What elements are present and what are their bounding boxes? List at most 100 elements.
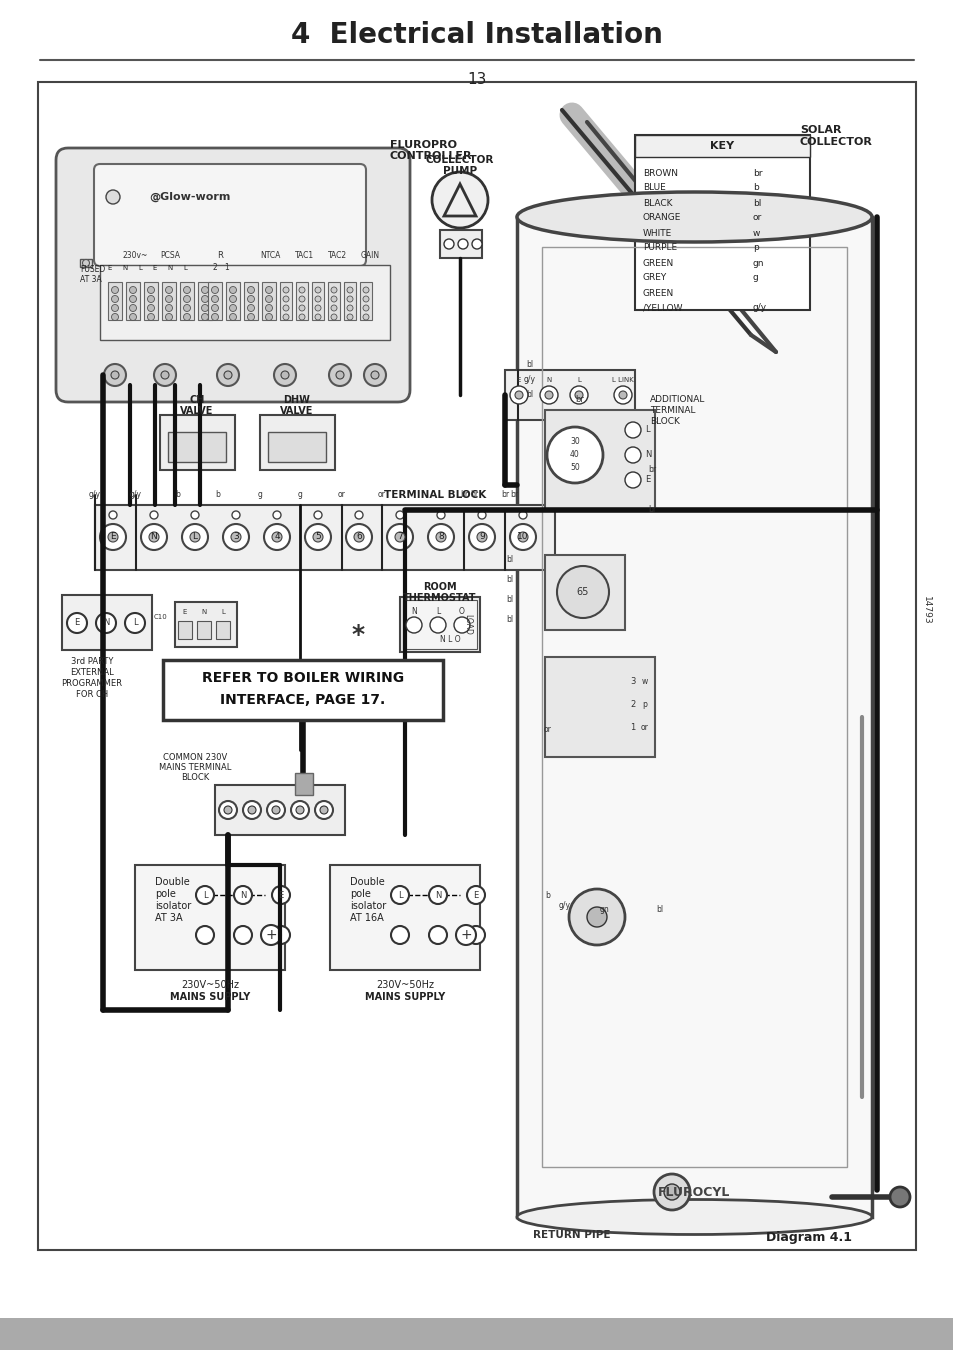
Circle shape bbox=[223, 524, 249, 549]
Text: g/y: g/y bbox=[89, 490, 101, 500]
Circle shape bbox=[183, 286, 191, 293]
Circle shape bbox=[472, 239, 481, 248]
Circle shape bbox=[510, 524, 536, 549]
Circle shape bbox=[190, 532, 200, 541]
Circle shape bbox=[153, 364, 175, 386]
Circle shape bbox=[391, 926, 409, 944]
Circle shape bbox=[191, 512, 199, 518]
Text: 230v~: 230v~ bbox=[122, 251, 148, 259]
Text: N: N bbox=[122, 265, 128, 271]
Text: +: + bbox=[459, 927, 472, 942]
Text: 4  Electrical Installation: 4 Electrical Installation bbox=[291, 22, 662, 49]
Circle shape bbox=[67, 613, 87, 633]
Text: g/y: g/y bbox=[523, 375, 536, 385]
Text: TAC2: TAC2 bbox=[328, 251, 347, 259]
Text: INTERFACE, PAGE 17.: INTERFACE, PAGE 17. bbox=[220, 693, 385, 707]
Circle shape bbox=[261, 925, 281, 945]
Circle shape bbox=[391, 886, 409, 904]
Ellipse shape bbox=[517, 192, 871, 242]
Circle shape bbox=[272, 806, 280, 814]
Bar bbox=[226, 282, 240, 320]
Circle shape bbox=[148, 296, 154, 302]
Circle shape bbox=[100, 524, 126, 549]
Text: bl: bl bbox=[506, 595, 513, 605]
Circle shape bbox=[201, 296, 209, 302]
Bar bbox=[402, 599, 476, 649]
Circle shape bbox=[195, 926, 213, 944]
Circle shape bbox=[314, 305, 320, 310]
Circle shape bbox=[183, 296, 191, 302]
Circle shape bbox=[314, 288, 320, 293]
Text: N: N bbox=[411, 608, 416, 617]
Text: E: E bbox=[111, 532, 115, 541]
Bar bbox=[80, 259, 91, 267]
Text: 9: 9 bbox=[478, 532, 484, 541]
Circle shape bbox=[624, 423, 640, 437]
Circle shape bbox=[569, 386, 587, 404]
Circle shape bbox=[233, 926, 252, 944]
Circle shape bbox=[346, 524, 372, 549]
Bar bbox=[100, 265, 390, 340]
Circle shape bbox=[436, 512, 444, 518]
Circle shape bbox=[165, 305, 172, 312]
Circle shape bbox=[477, 512, 485, 518]
Circle shape bbox=[291, 801, 309, 819]
Text: REFER TO BOILER WIRING: REFER TO BOILER WIRING bbox=[202, 671, 404, 684]
Circle shape bbox=[355, 512, 363, 518]
Circle shape bbox=[112, 305, 118, 312]
Text: 30: 30 bbox=[570, 437, 579, 447]
Text: BLOCK: BLOCK bbox=[181, 774, 209, 783]
Text: isolator: isolator bbox=[154, 900, 191, 911]
Circle shape bbox=[331, 315, 336, 320]
Text: 3: 3 bbox=[233, 532, 238, 541]
Text: 40: 40 bbox=[570, 451, 579, 459]
Text: g/y: g/y bbox=[558, 900, 571, 910]
Text: 7: 7 bbox=[396, 532, 402, 541]
Bar bbox=[198, 282, 212, 320]
Text: MAINS SUPPLY: MAINS SUPPLY bbox=[364, 992, 445, 1002]
Bar bbox=[208, 282, 222, 320]
Bar bbox=[294, 774, 313, 795]
Circle shape bbox=[272, 532, 282, 541]
Text: b: b bbox=[175, 490, 180, 500]
Text: 230V~50Hz: 230V~50Hz bbox=[181, 980, 239, 990]
Bar bbox=[344, 282, 355, 320]
Bar bbox=[262, 282, 275, 320]
Circle shape bbox=[106, 190, 120, 204]
Bar bbox=[544, 657, 655, 757]
Text: DHW: DHW bbox=[283, 396, 310, 405]
Text: L: L bbox=[183, 265, 187, 271]
Circle shape bbox=[265, 296, 273, 302]
Text: GREY: GREY bbox=[642, 274, 666, 282]
Circle shape bbox=[371, 371, 378, 379]
Text: pole: pole bbox=[350, 890, 371, 899]
Bar bbox=[399, 597, 479, 652]
Circle shape bbox=[272, 926, 290, 944]
Circle shape bbox=[150, 512, 158, 518]
Text: N: N bbox=[546, 377, 551, 383]
Bar bbox=[62, 595, 152, 649]
Text: GREEN: GREEN bbox=[642, 258, 674, 267]
Circle shape bbox=[183, 313, 191, 320]
Text: E: E bbox=[183, 609, 187, 616]
Circle shape bbox=[518, 512, 526, 518]
Bar bbox=[196, 621, 211, 639]
Text: L: L bbox=[577, 377, 580, 383]
Text: or: or bbox=[337, 490, 346, 500]
Circle shape bbox=[331, 305, 336, 310]
Text: ADDITIONAL: ADDITIONAL bbox=[649, 396, 704, 405]
Circle shape bbox=[314, 296, 320, 302]
Text: C10: C10 bbox=[153, 614, 167, 620]
Text: FLUROCYL: FLUROCYL bbox=[658, 1185, 730, 1199]
Text: THERMOSTAT: THERMOSTAT bbox=[403, 593, 476, 603]
Circle shape bbox=[406, 617, 421, 633]
Circle shape bbox=[274, 364, 295, 386]
Text: 5: 5 bbox=[314, 532, 320, 541]
Text: bl: bl bbox=[526, 360, 533, 370]
Text: FUSED: FUSED bbox=[80, 266, 105, 274]
Bar bbox=[162, 282, 175, 320]
Circle shape bbox=[515, 392, 522, 400]
Circle shape bbox=[283, 296, 289, 302]
Circle shape bbox=[130, 286, 136, 293]
Circle shape bbox=[232, 512, 240, 518]
